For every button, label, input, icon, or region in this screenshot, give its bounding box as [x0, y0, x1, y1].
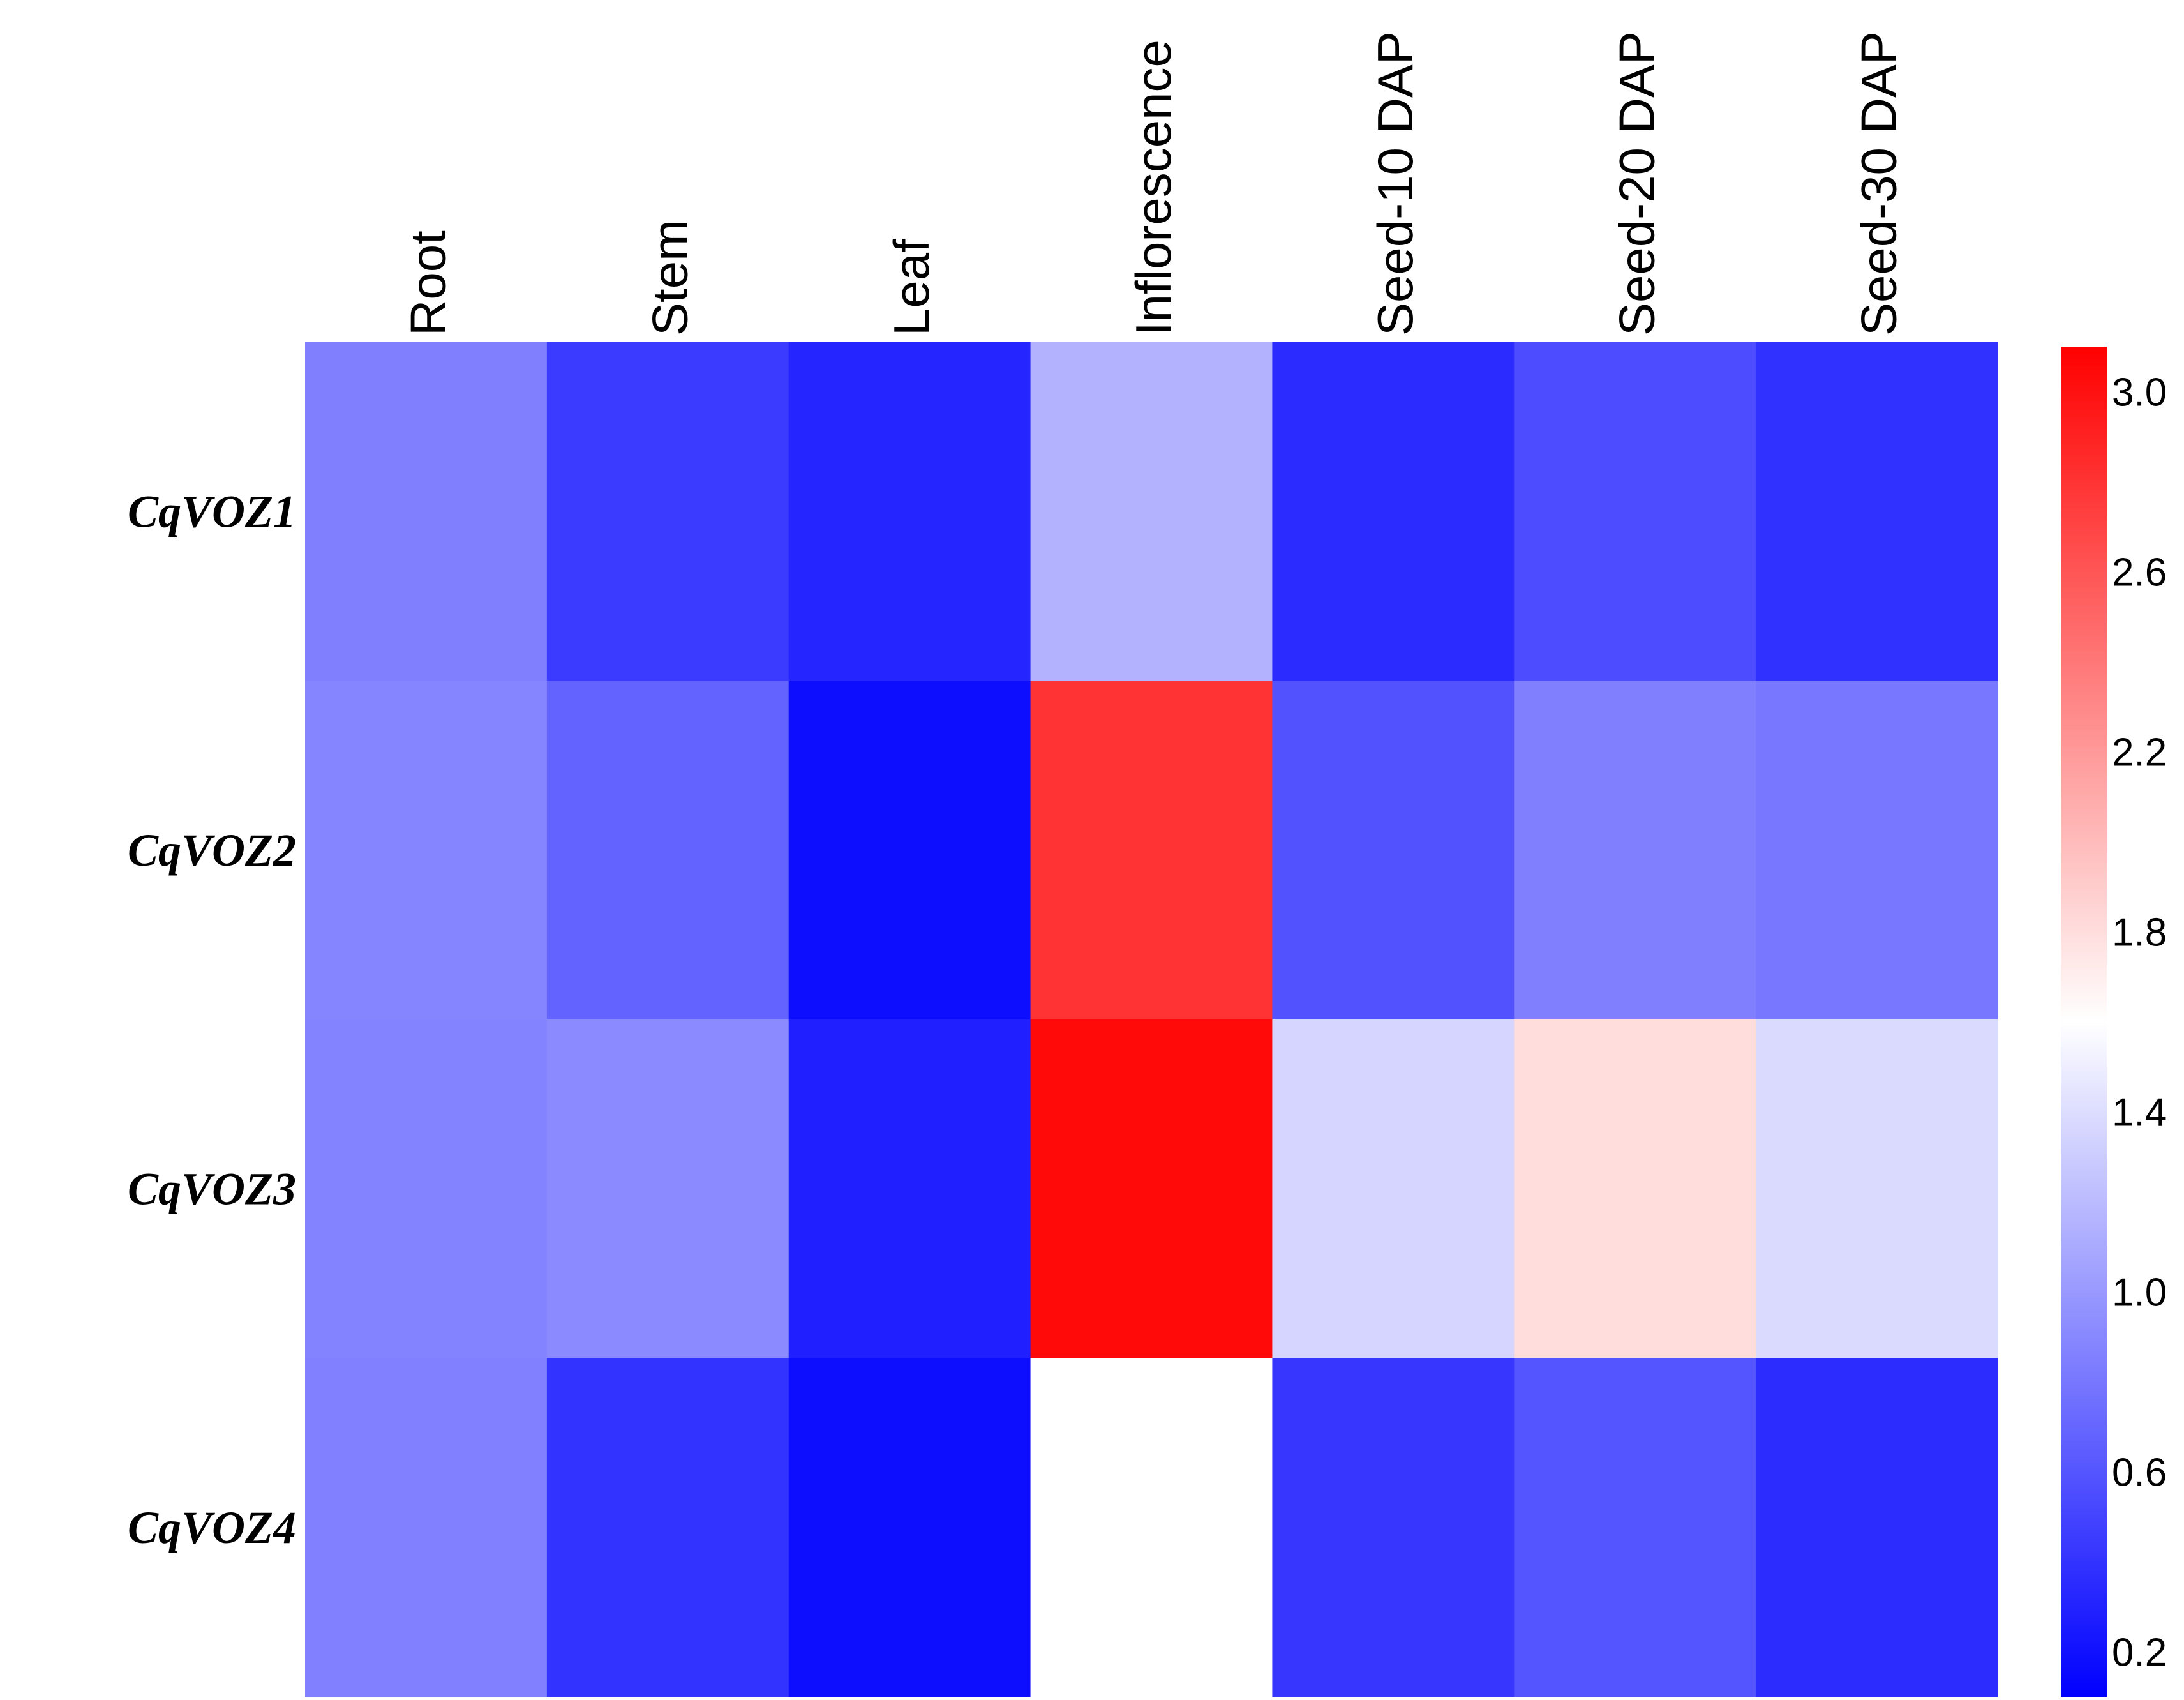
row-label: CqVOZ1 — [128, 486, 296, 537]
heatmap-cell — [305, 1358, 548, 1697]
heatmap-cell — [1030, 681, 1273, 1020]
colorbar-tick-label: 1.8 — [2112, 911, 2167, 955]
heatmap-cell — [1030, 1358, 1273, 1697]
row-label: CqVOZ2 — [128, 825, 296, 876]
column-labels: Root Stem Leaf Inflorescence Seed-10 DAP Seed… — [400, 31, 1906, 336]
column-label: Stem — [641, 220, 698, 336]
colorbar-tick-label: 1.4 — [2112, 1091, 2167, 1135]
column-label: Inflorescence — [1125, 40, 1181, 336]
heatmap-cells — [305, 342, 1998, 1697]
colorbar-tick-label: 2.6 — [2112, 551, 2167, 595]
heatmap-cell — [305, 342, 548, 681]
heatmap-cell — [788, 681, 1031, 1020]
heatmap-cell — [546, 1019, 789, 1358]
column-label: Root — [400, 230, 456, 336]
colorbar-tick-label: 2.2 — [2112, 731, 2167, 775]
column-label: Leaf — [883, 239, 939, 336]
colorbar: 0.2 0.6 1.0 1.4 1.8 2.2 2.6 3.0 — [2061, 347, 2167, 1697]
colorbar-tick-label: 0.6 — [2112, 1451, 2167, 1495]
heatmap-cell — [788, 1019, 1031, 1358]
heatmap-cell — [1272, 1019, 1515, 1358]
heatmap-cell — [1514, 1358, 1756, 1697]
heatmap-cell — [1272, 681, 1515, 1020]
heatmap-cell — [546, 1358, 789, 1697]
column-label: Seed-30 DAP — [1851, 31, 1907, 336]
heatmap-cell — [788, 1358, 1031, 1697]
heatmap-cell — [1756, 342, 1998, 681]
colorbar-tick-label: 0.2 — [2112, 1631, 2167, 1675]
row-label: CqVOZ3 — [128, 1163, 296, 1214]
colorbar-gradient — [2061, 347, 2107, 1697]
heatmap-cell — [1756, 1019, 1998, 1358]
row-labels: CqVOZ1 CqVOZ2 CqVOZ3 CqVOZ4 — [128, 486, 296, 1553]
heatmap-cell — [305, 681, 548, 1020]
heatmap-cell — [546, 342, 789, 681]
heatmap-cell — [1756, 681, 1998, 1020]
heatmap-cell — [1030, 342, 1273, 681]
heatmap-cell — [1514, 1019, 1756, 1358]
heatmap-cell — [788, 342, 1031, 681]
colorbar-tick-label: 1.0 — [2112, 1271, 2167, 1315]
heatmap-cell — [1030, 1019, 1273, 1358]
heatmap-cell — [1272, 342, 1515, 681]
colorbar-ticks: 0.2 0.6 1.0 1.4 1.8 2.2 2.6 3.0 — [2112, 371, 2167, 1675]
heatmap-cell — [1756, 1358, 1998, 1697]
heatmap-cell — [1514, 681, 1756, 1020]
colorbar-tick-label: 3.0 — [2112, 371, 2167, 415]
column-label: Seed-20 DAP — [1609, 31, 1665, 336]
heatmap-cell — [546, 681, 789, 1020]
row-label: CqVOZ4 — [128, 1502, 296, 1553]
heatmap-cell — [305, 1019, 548, 1358]
heatmap-cell — [1272, 1358, 1515, 1697]
column-label: Seed-10 DAP — [1367, 31, 1423, 336]
heatmap-cell — [1514, 342, 1756, 681]
